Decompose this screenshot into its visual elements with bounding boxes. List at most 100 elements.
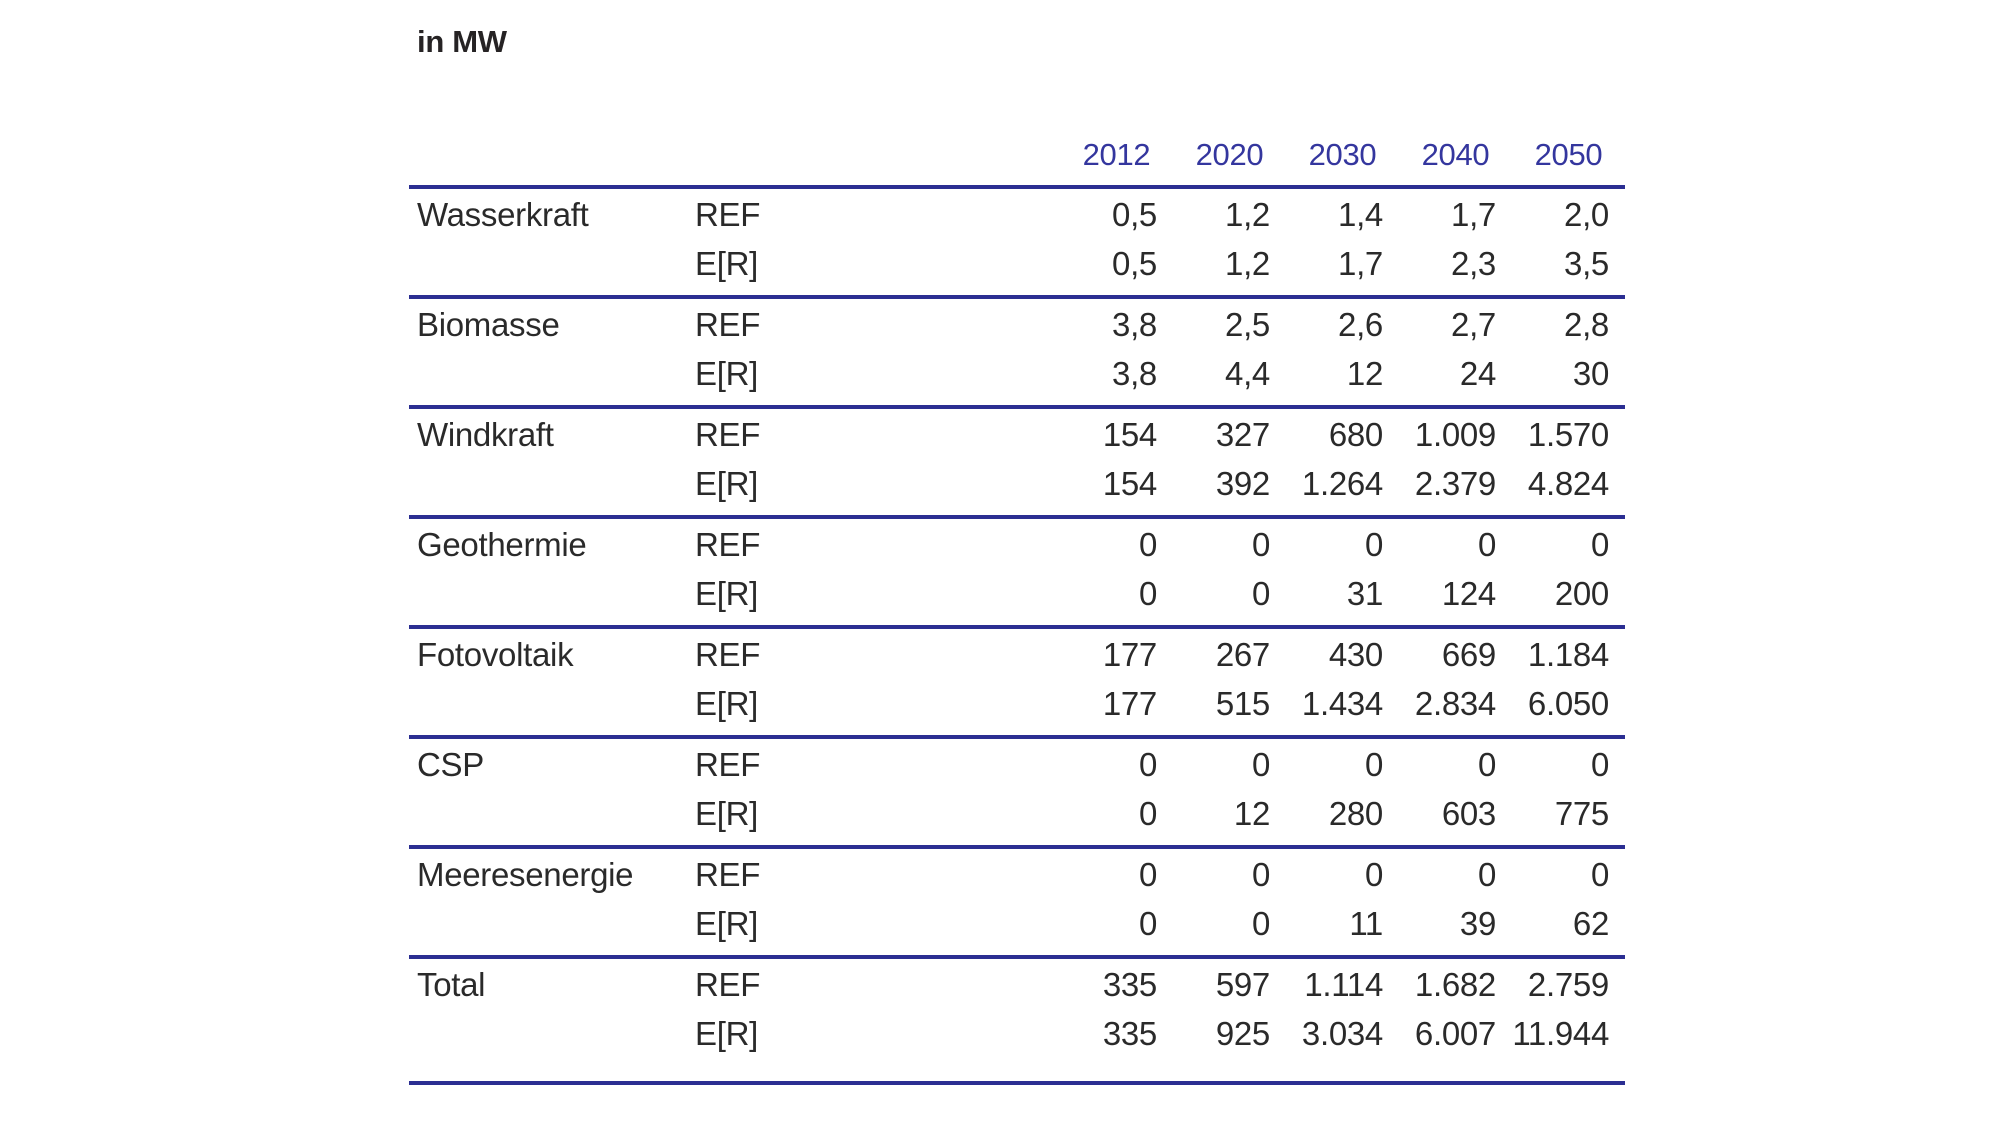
value-cell: 267	[1215, 635, 1270, 673]
scenario-label: E[R]	[695, 684, 758, 722]
value-cell: 2.759	[1527, 965, 1609, 1003]
scenario-label: REF	[695, 195, 761, 233]
value-cell: 327	[1215, 415, 1270, 453]
value-cell: 335	[1102, 1014, 1157, 1052]
value-cell: 335	[1102, 965, 1157, 1003]
value-cell: 1,2	[1225, 195, 1270, 233]
value-cell: 775	[1554, 794, 1609, 832]
value-cell: 0	[1364, 745, 1383, 783]
category-label: Geothermie	[417, 525, 587, 563]
category-label: Wasserkraft	[417, 195, 589, 233]
table-header-row: 2012 2020 2030 2040 2050	[409, 130, 1625, 189]
value-cell: 3,8	[1112, 354, 1157, 392]
value-cell: 2,7	[1451, 305, 1496, 343]
table-group-wasserkraft: Wasserkraft REF 0,5 1,2 1,4 1,7 2,0 E[R] 0,5 1,2 1…	[409, 189, 1625, 299]
value-cell: 177	[1102, 635, 1157, 673]
value-cell: 2,6	[1338, 305, 1383, 343]
value-cell: 0,5	[1112, 195, 1157, 233]
value-cell: 2,8	[1564, 305, 1609, 343]
scenario-label: REF	[695, 745, 761, 783]
value-cell: 2.834	[1414, 684, 1496, 722]
table-group-total: Total REF 335 597 1.114 1.682 2.759 E[R] 335 925 3…	[409, 959, 1625, 1085]
value-cell: 124	[1441, 574, 1496, 612]
value-cell: 0	[1251, 525, 1270, 563]
value-cell: 154	[1102, 415, 1157, 453]
category-label: Windkraft	[417, 415, 554, 453]
value-cell: 177	[1102, 684, 1157, 722]
scenario-label: REF	[695, 415, 761, 453]
value-cell: 0	[1251, 745, 1270, 783]
value-cell: 1,2	[1225, 244, 1270, 282]
value-cell: 2,0	[1564, 195, 1609, 233]
scenario-label: REF	[695, 635, 761, 673]
value-cell: 0	[1251, 904, 1270, 942]
value-cell: 925	[1215, 1014, 1270, 1052]
value-cell: 0	[1138, 745, 1157, 783]
value-cell: 3,8	[1112, 305, 1157, 343]
value-cell: 1.570	[1527, 415, 1609, 453]
value-cell: 0	[1251, 855, 1270, 893]
table-title: in MW	[417, 24, 507, 59]
value-cell: 12	[1233, 794, 1270, 832]
value-cell: 0	[1477, 525, 1496, 563]
table-group-meeresenergie: Meeresenergie REF 0 0 0 0 0 E[R] 0 0 11 39 62	[409, 849, 1625, 959]
value-cell: 430	[1328, 635, 1383, 673]
value-cell: 0,5	[1112, 244, 1157, 282]
value-cell: 0	[1364, 855, 1383, 893]
value-cell: 0	[1590, 855, 1609, 893]
value-cell: 154	[1102, 464, 1157, 502]
value-cell: 669	[1441, 635, 1496, 673]
value-cell: 12	[1346, 354, 1383, 392]
scenario-label: E[R]	[695, 1014, 758, 1052]
table-group-fotovoltaik: Fotovoltaik REF 177 267 430 669 1.184 E[R] 177 51…	[409, 629, 1625, 739]
value-cell: 1,4	[1338, 195, 1383, 233]
scenario-label: E[R]	[695, 574, 758, 612]
value-cell: 2,3	[1451, 244, 1496, 282]
value-cell: 0	[1477, 855, 1496, 893]
value-cell: 603	[1441, 794, 1496, 832]
year-header: 2012	[1082, 137, 1151, 172]
table-group-csp: CSP REF 0 0 0 0 0 E[R] 0 12 280 603 775	[409, 739, 1625, 849]
value-cell: 0	[1138, 904, 1157, 942]
header-category-spacer	[409, 130, 695, 185]
value-cell: 1.009	[1414, 415, 1496, 453]
value-cell: 6.007	[1414, 1014, 1496, 1052]
table-body: Wasserkraft REF 0,5 1,2 1,4 1,7 2,0 E[R] 0,5 1,2 1…	[409, 189, 1625, 1085]
value-cell: 0	[1364, 525, 1383, 563]
value-cell: 0	[1477, 745, 1496, 783]
value-cell: 2,5	[1225, 305, 1270, 343]
value-cell: 0	[1138, 794, 1157, 832]
category-label: Fotovoltaik	[417, 635, 574, 673]
value-cell: 1.434	[1301, 684, 1383, 722]
value-cell: 680	[1328, 415, 1383, 453]
year-header: 2030	[1308, 137, 1377, 172]
value-cell: 3,5	[1564, 244, 1609, 282]
value-cell: 6.050	[1527, 684, 1609, 722]
value-cell: 392	[1215, 464, 1270, 502]
scenario-label: E[R]	[695, 464, 758, 502]
table-group-windkraft: Windkraft REF 154 327 680 1.009 1.570 E[R] 154 39…	[409, 409, 1625, 519]
value-cell: 515	[1215, 684, 1270, 722]
header-scenario-spacer	[695, 130, 1060, 185]
value-cell: 0	[1138, 855, 1157, 893]
year-header: 2020	[1195, 137, 1264, 172]
value-cell: 2.379	[1414, 464, 1496, 502]
value-cell: 4.824	[1527, 464, 1609, 502]
value-cell: 0	[1138, 574, 1157, 612]
category-label: Meeresenergie	[417, 855, 634, 893]
value-cell: 0	[1590, 745, 1609, 783]
scenario-label: E[R]	[695, 904, 758, 942]
value-cell: 0	[1138, 525, 1157, 563]
scenario-label: REF	[695, 305, 761, 343]
scenario-label: REF	[695, 525, 761, 563]
value-cell: 30	[1572, 354, 1609, 392]
value-cell: 597	[1215, 965, 1270, 1003]
value-cell: 1,7	[1338, 244, 1383, 282]
scenario-label: REF	[695, 855, 761, 893]
value-cell: 31	[1346, 574, 1383, 612]
value-cell: 0	[1590, 525, 1609, 563]
value-cell: 11.944	[1512, 1014, 1609, 1052]
scenario-label: E[R]	[695, 354, 758, 392]
value-cell: 24	[1459, 354, 1496, 392]
